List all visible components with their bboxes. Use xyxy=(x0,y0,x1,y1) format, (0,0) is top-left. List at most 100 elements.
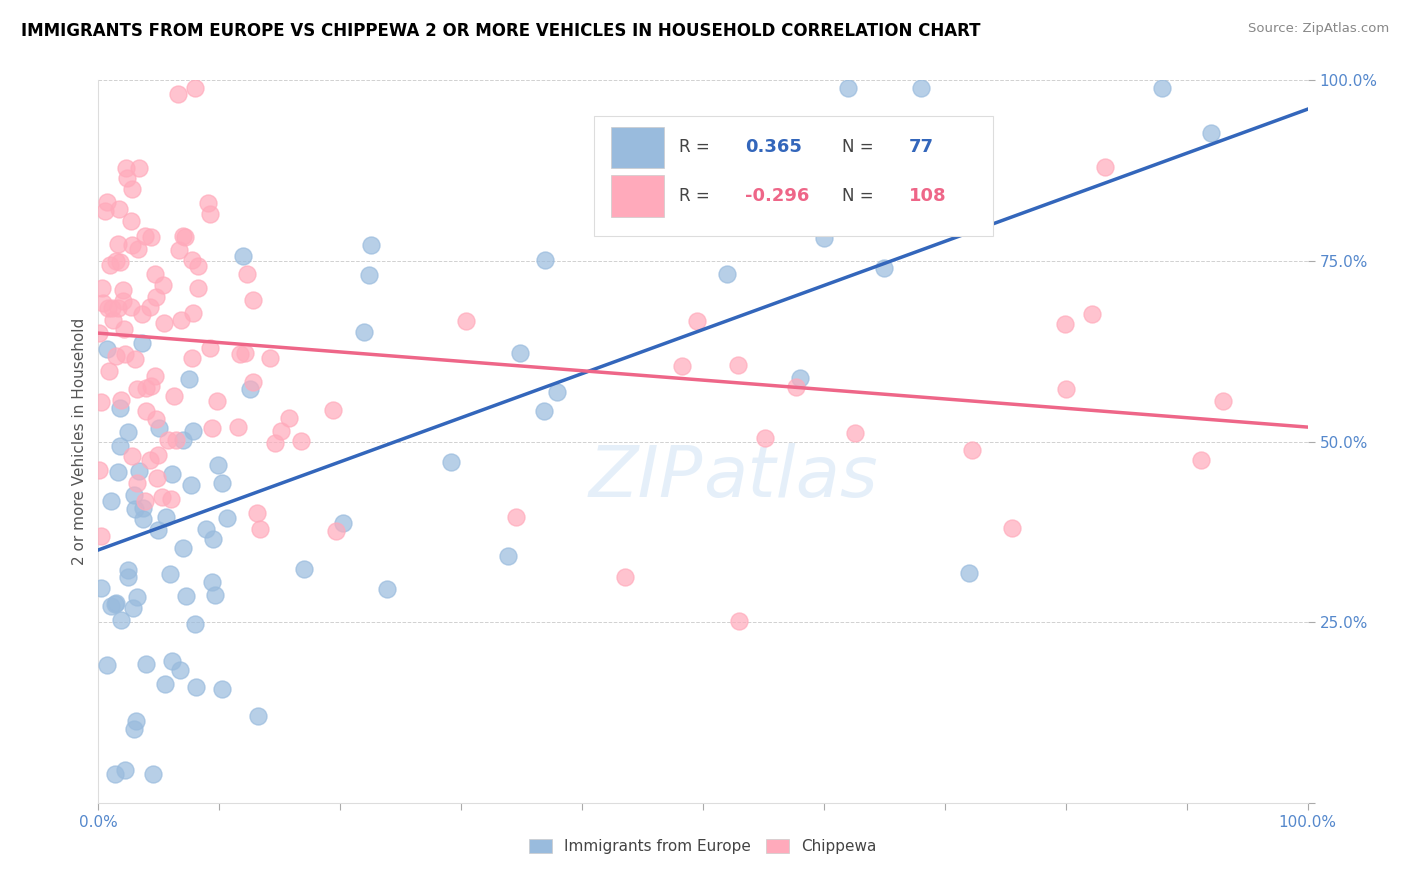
Point xyxy=(259,351,281,365)
Point xyxy=(90,395,112,409)
Point xyxy=(1001,521,1024,535)
Point xyxy=(135,657,157,672)
Point xyxy=(107,301,129,315)
Point xyxy=(127,476,149,491)
Point xyxy=(211,475,233,490)
Point xyxy=(844,425,866,440)
Point xyxy=(353,325,375,339)
Point xyxy=(157,434,180,448)
Point xyxy=(120,214,142,228)
Point xyxy=(146,470,169,484)
Point xyxy=(613,570,636,584)
Point xyxy=(98,259,121,273)
Point xyxy=(242,293,264,307)
Point xyxy=(167,87,190,101)
Point xyxy=(121,182,143,196)
Point xyxy=(236,267,259,281)
Text: R =: R = xyxy=(679,187,714,205)
Text: -0.296: -0.296 xyxy=(745,187,810,205)
Point xyxy=(131,307,153,321)
Point xyxy=(117,563,139,577)
Point xyxy=(249,522,271,536)
Point xyxy=(229,347,252,361)
Point xyxy=(110,401,132,415)
Point xyxy=(134,228,156,243)
Point xyxy=(201,532,224,546)
Point xyxy=(509,346,531,360)
Point xyxy=(132,512,155,526)
Point xyxy=(631,202,654,217)
Point xyxy=(211,681,233,696)
Point xyxy=(117,425,139,439)
FancyBboxPatch shape xyxy=(612,127,664,169)
Point xyxy=(232,249,254,263)
Point xyxy=(496,549,519,564)
Point xyxy=(160,491,183,506)
Point xyxy=(754,431,776,445)
Point xyxy=(187,260,209,274)
Point xyxy=(290,434,312,448)
Point xyxy=(163,389,186,403)
Point xyxy=(132,501,155,516)
Point xyxy=(105,596,128,610)
Point xyxy=(1054,317,1077,331)
Point xyxy=(226,420,249,434)
Point xyxy=(112,322,135,336)
Point xyxy=(1199,126,1222,140)
Text: atlas: atlas xyxy=(703,443,877,512)
Point xyxy=(655,205,678,219)
Point xyxy=(150,490,173,504)
Point xyxy=(124,351,146,366)
Point xyxy=(124,502,146,516)
Point xyxy=(960,443,983,458)
Point xyxy=(1189,452,1212,467)
Point xyxy=(96,657,118,672)
Legend: Immigrants from Europe, Chippewa: Immigrants from Europe, Chippewa xyxy=(523,832,883,860)
Point xyxy=(117,171,139,186)
Point xyxy=(184,80,207,95)
Point xyxy=(135,403,157,417)
Point xyxy=(201,574,224,589)
Point xyxy=(160,467,183,482)
Point xyxy=(110,613,132,627)
Point xyxy=(179,372,201,386)
Point xyxy=(197,196,219,211)
Point xyxy=(201,421,224,435)
Point xyxy=(169,663,191,677)
Point xyxy=(134,494,156,508)
Point xyxy=(671,359,693,373)
Point xyxy=(360,238,382,252)
Point xyxy=(172,541,194,556)
Point xyxy=(125,714,148,729)
Point xyxy=(97,301,120,315)
Point xyxy=(122,723,145,737)
Text: N =: N = xyxy=(842,138,879,156)
Point xyxy=(1094,160,1116,174)
Point xyxy=(139,300,162,314)
Point xyxy=(174,230,197,244)
Point xyxy=(180,477,202,491)
Point xyxy=(215,511,238,525)
Point xyxy=(181,425,204,439)
Point xyxy=(910,80,932,95)
Point xyxy=(117,570,139,584)
Point xyxy=(121,238,143,252)
Point xyxy=(110,392,132,407)
Text: N =: N = xyxy=(842,187,879,205)
Point xyxy=(159,566,181,581)
Point xyxy=(239,382,262,396)
Point xyxy=(167,243,190,257)
Point xyxy=(813,231,835,245)
Point xyxy=(139,453,162,467)
Point xyxy=(505,510,527,524)
Point xyxy=(127,382,149,396)
Point xyxy=(205,393,228,408)
Point xyxy=(195,522,218,536)
Point xyxy=(124,488,146,502)
Point xyxy=(90,280,112,294)
Point xyxy=(716,267,738,281)
Point xyxy=(456,313,478,327)
Point xyxy=(198,341,221,355)
Point xyxy=(145,290,167,304)
Point xyxy=(104,767,127,781)
